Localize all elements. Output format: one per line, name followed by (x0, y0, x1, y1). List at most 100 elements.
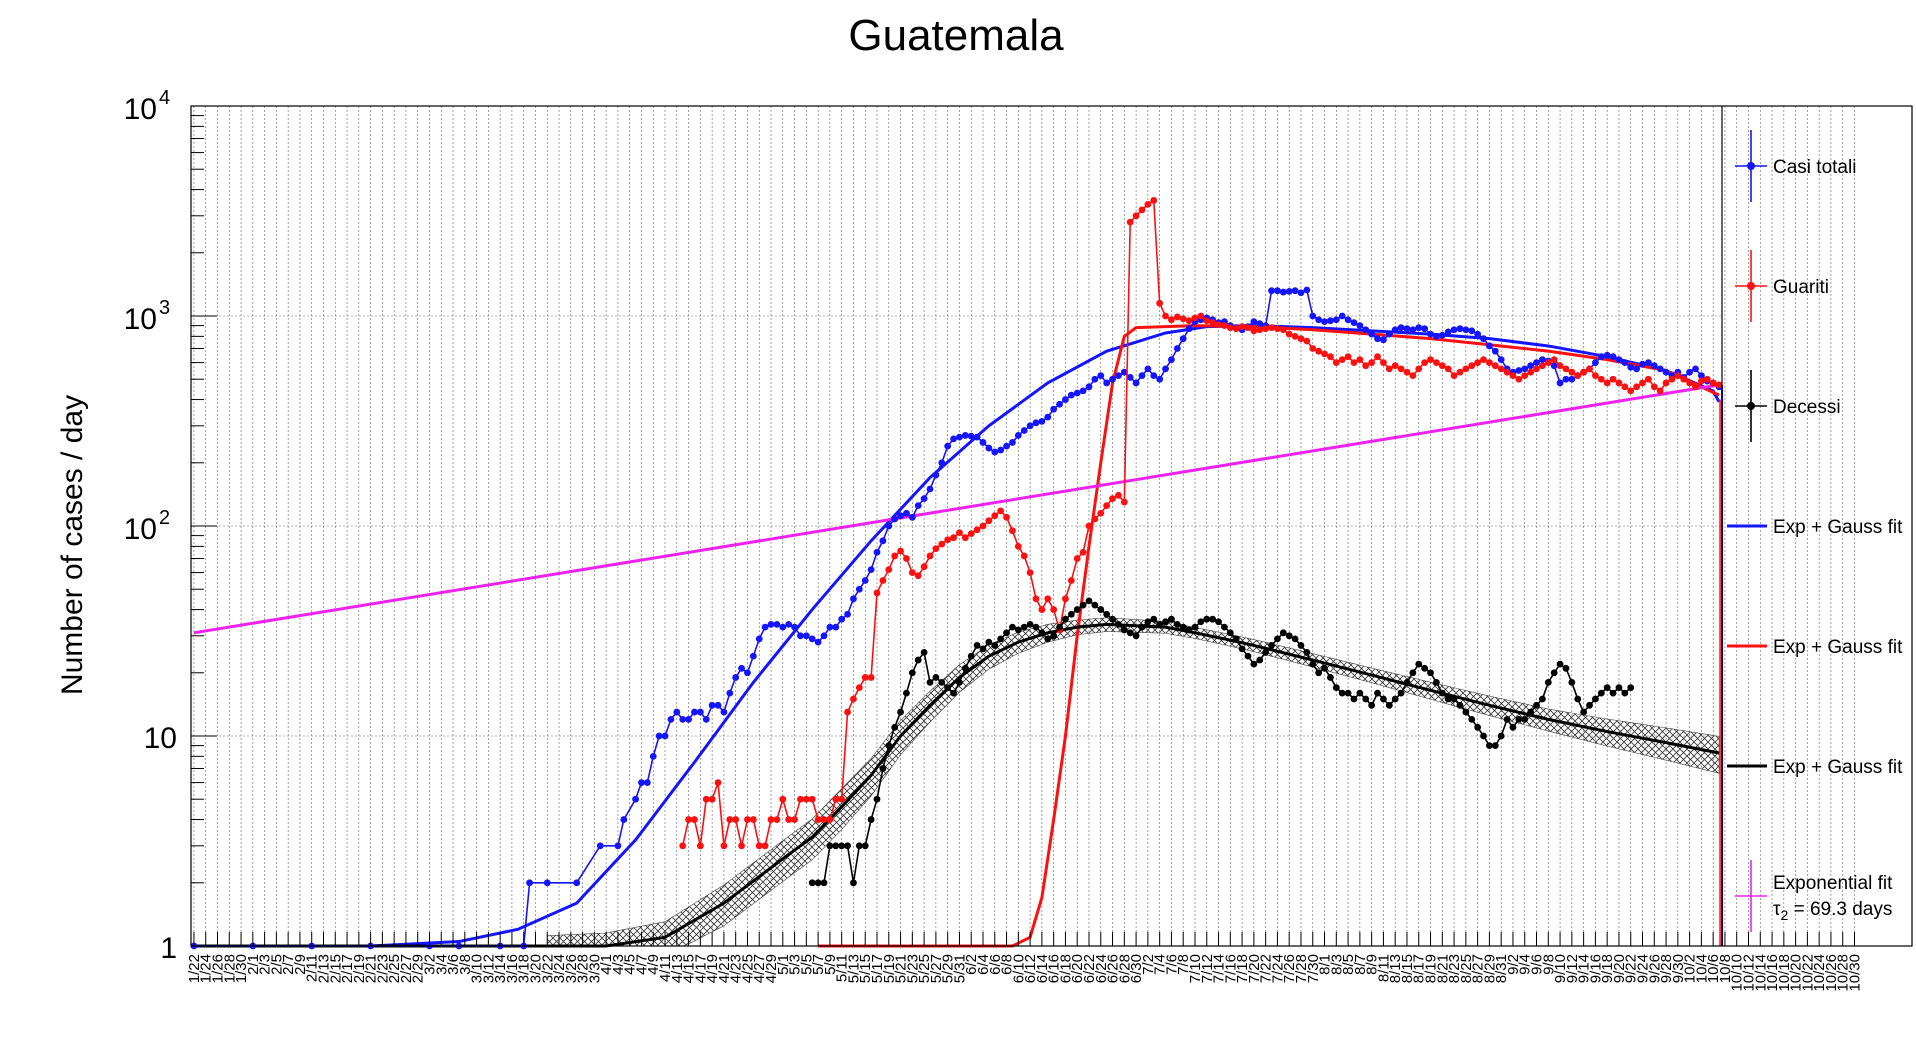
data-point-guariti (1191, 314, 1199, 322)
x-tick-label: 3/18 (516, 954, 533, 983)
x-tick-label: 3/2 (421, 954, 438, 975)
data-point-decessi (1391, 695, 1399, 703)
data-point-decessi (1409, 669, 1417, 677)
data-point-guariti (726, 816, 734, 823)
data-point-decessi (1150, 615, 1158, 623)
data-point-decessi (1085, 597, 1093, 605)
data-point-decessi (908, 669, 916, 677)
data-point-decessi (1091, 601, 1099, 609)
data-point-decessi (1562, 664, 1570, 672)
data-point-casi-totali (1332, 316, 1340, 324)
data-point-guariti (950, 534, 957, 542)
x-tick-label: 6/18 (1057, 954, 1074, 983)
x-tick-label: 6/12 (1022, 954, 1039, 983)
data-point-casi-totali (691, 708, 698, 716)
data-point-guariti (1409, 372, 1417, 380)
data-point-guariti (1374, 353, 1381, 361)
data-point-decessi (832, 842, 840, 850)
data-point-decessi (944, 684, 952, 692)
x-tick-label: 2/5 (268, 954, 285, 975)
data-point-decessi (1474, 723, 1482, 731)
data-point-decessi (1421, 664, 1429, 672)
x-tick-label: 8/1 (1317, 954, 1334, 975)
data-point-guariti (1468, 362, 1476, 370)
x-tick-label: 10/30 (1846, 954, 1863, 992)
legend-label-tau: τ2 = 69.3 days (1773, 899, 1892, 923)
data-point-casi-totali (808, 635, 816, 643)
data-point-decessi (1327, 674, 1334, 681)
x-tick-label: 6/4 (975, 954, 992, 975)
data-point-guariti (1067, 577, 1075, 584)
data-point-guariti (1521, 372, 1529, 380)
data-point-guariti (1215, 321, 1222, 329)
data-point-guariti (1109, 495, 1116, 503)
legend-label: Exponential fit (1773, 873, 1893, 894)
data-point-decessi (1056, 623, 1063, 631)
data-point-guariti (702, 795, 710, 803)
data-point-decessi (926, 678, 934, 686)
data-point-decessi (1603, 684, 1611, 692)
data-point-casi-totali (749, 652, 757, 660)
data-point-decessi (885, 742, 893, 750)
data-point-casi-totali (1256, 320, 1264, 328)
data-point-decessi (1262, 649, 1270, 656)
x-tick-label: 4/7 (633, 954, 650, 975)
data-point-decessi (938, 678, 946, 686)
y-tick-label-exponent: 4 (159, 87, 170, 109)
data-point-guariti (1138, 206, 1146, 214)
legend-item: Exp + Gauss fit (1727, 517, 1903, 538)
legend-item: Decessi (1735, 370, 1841, 442)
x-tick-label: 6/28 (1116, 954, 1133, 983)
data-point-guariti (1079, 548, 1087, 556)
data-point-guariti (1697, 377, 1705, 385)
data-point-guariti (1480, 356, 1487, 363)
x-tick-label: 4/15 (681, 954, 698, 983)
data-point-guariti (1209, 319, 1217, 327)
data-point-casi-totali (1120, 368, 1128, 376)
x-tick-label: 2/19 (351, 954, 368, 983)
data-point-casi-totali (961, 432, 969, 439)
data-point-casi-totali (720, 708, 728, 716)
data-point-casi-totali (638, 779, 645, 786)
data-point-casi-totali (596, 842, 604, 850)
x-tick-label: 4/25 (739, 954, 756, 983)
data-point-casi-totali (891, 515, 899, 523)
x-tick-label: 2/9 (292, 954, 309, 975)
data-point-decessi (879, 765, 887, 772)
x-tick-label: 2/15 (327, 954, 344, 983)
data-point-guariti (1674, 372, 1682, 380)
data-point-guariti (1539, 362, 1546, 370)
data-point-decessi (1468, 715, 1476, 723)
x-tick-label: 2/3 (257, 954, 274, 975)
data-point-decessi (1497, 732, 1505, 740)
data-point-casi-totali (1344, 316, 1352, 324)
x-tick-label: 4/19 (704, 954, 721, 983)
x-tick-label: 2/27 (398, 954, 415, 983)
data-point-casi-totali (1468, 327, 1476, 335)
data-point-decessi (1503, 715, 1511, 723)
x-tick-label: 7/28 (1293, 954, 1310, 983)
data-point-guariti (1515, 375, 1523, 383)
data-point-guariti (1221, 322, 1228, 330)
data-point-decessi (1597, 689, 1605, 697)
data-point-guariti (1544, 359, 1552, 366)
data-point-decessi (1009, 623, 1016, 631)
fit-band-exp-gauss-fit-black (546, 617, 1720, 947)
data-point-decessi (1380, 695, 1387, 703)
data-point-guariti (1285, 330, 1293, 338)
fit-line-exponential-fit-magenta (193, 383, 1720, 635)
y-tick-label: 10 (144, 722, 177, 755)
data-point-casi-totali (767, 620, 775, 628)
x-tick-label: 10/8 (1717, 954, 1734, 983)
x-tick-label: 7/18 (1234, 954, 1251, 983)
x-tick-label: 8/9 (1364, 954, 1381, 975)
data-point-guariti (1527, 368, 1535, 376)
data-point-decessi (932, 674, 940, 681)
data-point-decessi (1062, 615, 1069, 623)
data-point-guariti (944, 536, 952, 544)
data-point-decessi (891, 723, 899, 731)
x-tick-label: 8/23 (1446, 954, 1463, 983)
x-tick-label: 4/29 (763, 954, 780, 983)
data-point-guariti (1020, 552, 1028, 560)
x-tick-label: 4/9 (645, 954, 662, 975)
